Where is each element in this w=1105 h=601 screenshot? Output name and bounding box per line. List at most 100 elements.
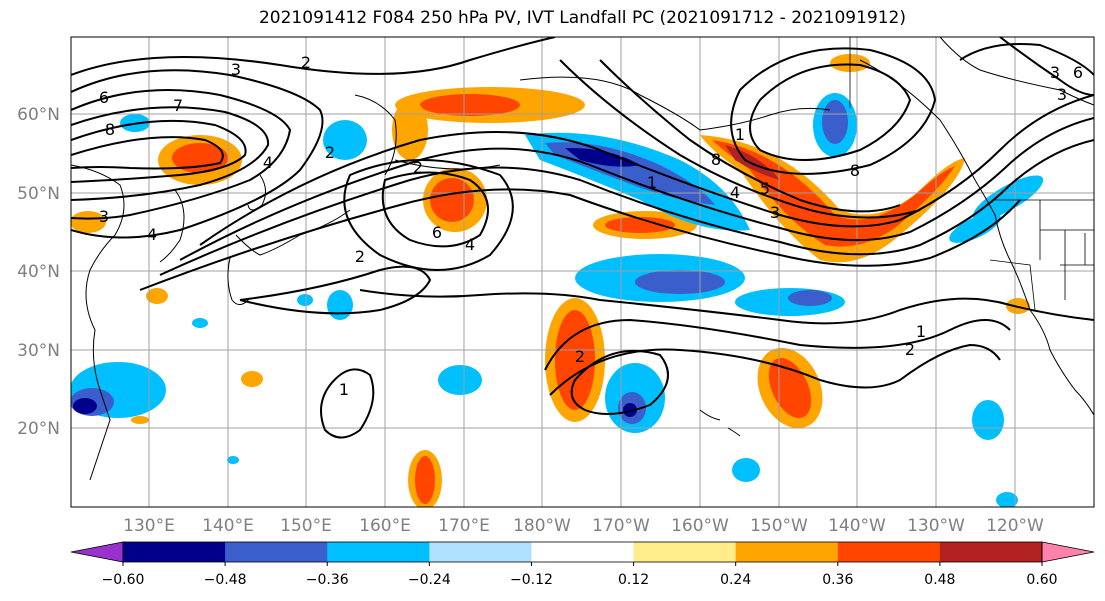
pv-negative-blob bbox=[949, 213, 1001, 243]
graticule bbox=[71, 37, 1094, 507]
pv-positive-blob bbox=[146, 288, 168, 304]
lat-label: 40°N bbox=[17, 262, 60, 282]
contour-label: 3 bbox=[1057, 85, 1067, 104]
lat-label: 50°N bbox=[17, 184, 60, 204]
contour-label: 2 bbox=[355, 247, 365, 266]
pv-negative-core bbox=[788, 290, 832, 306]
lon-label: 130°E bbox=[123, 516, 175, 536]
pv-negative-blob bbox=[297, 294, 313, 306]
contour-label: 8 bbox=[850, 161, 860, 180]
lon-label: 150°E bbox=[280, 516, 332, 536]
contour-label: 4 bbox=[263, 153, 273, 172]
lat-label: 30°N bbox=[17, 341, 60, 361]
contour-label: 3 bbox=[770, 203, 780, 222]
pv-negative-blob bbox=[996, 492, 1018, 507]
colorbar-tick-label: 0.60 bbox=[1026, 572, 1057, 588]
colorbar-ticks: −0.60 −0.48 −0.36 −0.24 −0.12 0.12 0.24 0.36 0.4… bbox=[102, 562, 1058, 588]
colorbar-tick-label: −0.36 bbox=[306, 572, 349, 588]
lat-label: 20°N bbox=[17, 419, 60, 439]
pv-negative-max bbox=[73, 398, 97, 414]
contour-label: 7 bbox=[173, 96, 183, 115]
lat-label: 60°N bbox=[17, 105, 60, 125]
pv-positive-streak-core bbox=[712, 140, 955, 247]
pv-positive-max bbox=[725, 145, 780, 180]
colorbar-extend-max bbox=[1041, 541, 1095, 563]
contour-label: 4 bbox=[465, 235, 475, 254]
pv-positive-core bbox=[420, 94, 520, 116]
pv-negative-blob bbox=[732, 458, 760, 482]
contour-label: 2 bbox=[905, 340, 915, 359]
lon-label: 130°W bbox=[907, 516, 965, 536]
contour-label: 5 bbox=[760, 179, 770, 198]
contour-label: 3 bbox=[1050, 63, 1060, 82]
figure-title: 2021091412 F084 250 hPa PV, IVT Landfall… bbox=[258, 8, 906, 28]
ivt-contours bbox=[71, 37, 1094, 439]
pv-positive-core bbox=[605, 217, 675, 233]
pv-positive-blob bbox=[241, 371, 263, 387]
contour-label: 1 bbox=[339, 380, 349, 399]
contour-label: 4 bbox=[730, 183, 740, 202]
pv-negative-core bbox=[822, 100, 848, 144]
pv-positive-core bbox=[555, 310, 595, 410]
contour-label: 4 bbox=[147, 225, 157, 244]
colorbar-segment bbox=[633, 542, 737, 562]
colorbar-tick-label: −0.48 bbox=[204, 572, 247, 588]
colorbar-tick-label: 0.24 bbox=[720, 572, 751, 588]
contour-label: 2 bbox=[325, 143, 335, 162]
colorbar-tick-label: −0.60 bbox=[102, 572, 145, 588]
colorbar-segment bbox=[531, 542, 635, 562]
contour-label: 2 bbox=[413, 158, 423, 177]
colorbar bbox=[70, 541, 1095, 563]
pv-positive-core bbox=[415, 456, 435, 504]
pv-positive-core bbox=[430, 178, 474, 222]
colorbar-segment bbox=[939, 542, 1043, 562]
colorbar-segment bbox=[429, 542, 532, 562]
lon-label: 160°E bbox=[359, 516, 411, 536]
pv-positive-blob bbox=[71, 211, 106, 233]
pv-positive-core bbox=[172, 143, 228, 173]
pv-negative-blob bbox=[438, 365, 482, 395]
colorbar-outline bbox=[122, 541, 1043, 563]
contour-label: 8 bbox=[105, 120, 115, 139]
lon-label: 170°E bbox=[438, 516, 490, 536]
contour-labels: 3 2 6 7 8 2 4 2 6 4 3 4 2 2 1 1 8 4 5 3 … bbox=[99, 53, 1083, 399]
map-frame bbox=[70, 36, 1095, 508]
pv-negative-max bbox=[623, 403, 637, 417]
pv-negative-blob bbox=[972, 175, 1044, 221]
lon-label: 150°W bbox=[750, 516, 808, 536]
lon-label: 170°W bbox=[592, 516, 650, 536]
contour-label: 2 bbox=[575, 347, 585, 366]
pv-negative-blob bbox=[972, 400, 1004, 440]
lon-label: 120°W bbox=[986, 516, 1044, 536]
lon-label: 140°W bbox=[828, 516, 886, 536]
colorbar-segment bbox=[123, 542, 226, 562]
colorbar-extend-min bbox=[70, 541, 124, 563]
contour-label: 1 bbox=[647, 173, 657, 192]
lon-labels: 130°E 140°E 150°E 160°E 170°E 180°W 170°… bbox=[123, 516, 1044, 536]
pv-negative-blob bbox=[192, 318, 208, 328]
colorbar-tick-label: −0.24 bbox=[408, 572, 451, 588]
lon-label: 160°W bbox=[671, 516, 729, 536]
contour-label: 6 bbox=[1073, 63, 1083, 82]
pv-negative-blob bbox=[227, 456, 239, 464]
contour-label: 1 bbox=[916, 322, 926, 341]
lat-labels: 60°N 50°N 40°N 30°N 20°N bbox=[17, 105, 60, 439]
colorbar-tick-label: 0.12 bbox=[618, 572, 649, 588]
contour-label: 6 bbox=[432, 223, 442, 242]
colorbar-tick-label: 0.36 bbox=[822, 572, 853, 588]
colorbar-segment bbox=[837, 542, 941, 562]
contour-label: 2 bbox=[301, 53, 311, 72]
pv-negative-blob bbox=[323, 120, 367, 160]
contour-label: 3 bbox=[231, 60, 241, 79]
pv-negative-core bbox=[635, 270, 725, 294]
contour-label: 1 bbox=[735, 125, 745, 144]
contour-label: 3 bbox=[99, 207, 109, 226]
lon-label: 140°E bbox=[202, 516, 254, 536]
colorbar-segment bbox=[225, 542, 328, 562]
colorbar-segment bbox=[735, 542, 839, 562]
pv-positive-blob bbox=[392, 100, 428, 160]
contour-label: 6 bbox=[99, 88, 109, 107]
lon-label: 180°W bbox=[513, 516, 571, 536]
colorbar-segment bbox=[327, 542, 430, 562]
